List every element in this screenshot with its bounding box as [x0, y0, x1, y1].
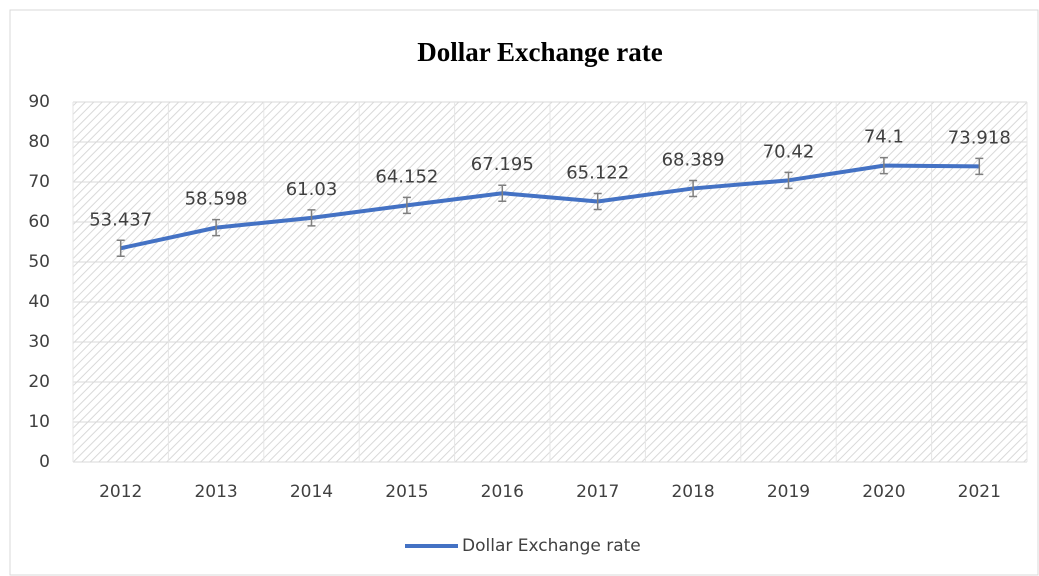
- x-tick-label: 2020: [862, 482, 905, 502]
- data-label: 64.152: [375, 166, 438, 187]
- error-bar: [116, 239, 125, 258]
- legend-label: Dollar Exchange rate: [462, 536, 641, 556]
- data-label: 68.389: [662, 149, 725, 170]
- y-tick-label: 60: [28, 212, 50, 232]
- y-tick-label: 80: [28, 132, 50, 152]
- y-tick-label: 10: [28, 412, 50, 432]
- y-tick-label: 30: [28, 332, 50, 352]
- x-tick-label: 2014: [290, 482, 333, 502]
- error-bar: [593, 192, 602, 211]
- y-tick-label: 90: [28, 92, 50, 112]
- error-bar: [212, 218, 221, 237]
- x-tick-label: 2019: [767, 482, 810, 502]
- data-label: 74.1: [864, 127, 904, 148]
- data-label: 61.03: [286, 179, 338, 200]
- error-bar: [689, 179, 698, 198]
- error-bar: [879, 156, 888, 175]
- data-label: 53.437: [89, 209, 152, 230]
- x-tick-label: 2021: [958, 482, 1001, 502]
- data-label: 65.122: [566, 163, 629, 184]
- data-label: 67.195: [471, 154, 534, 175]
- error-bar: [307, 209, 316, 227]
- y-tick-label: 0: [39, 452, 50, 472]
- y-tick-label: 50: [28, 252, 50, 272]
- x-tick-label: 2013: [194, 482, 237, 502]
- x-tick-label: 2017: [576, 482, 619, 502]
- y-tick-label: 70: [28, 172, 50, 192]
- data-line: [120, 163, 980, 251]
- data-label: 58.598: [185, 189, 248, 210]
- x-tick-label: 2015: [385, 482, 428, 502]
- error-bar: [784, 171, 793, 190]
- error-bar: [498, 184, 507, 202]
- data-label: 73.918: [948, 127, 1011, 148]
- x-tick-label: 2018: [671, 482, 714, 502]
- y-tick-label: 40: [28, 292, 50, 312]
- x-tick-label: 2012: [99, 482, 142, 502]
- x-tick-label: 2016: [481, 482, 524, 502]
- chart-title: Dollar Exchange rate: [417, 37, 662, 67]
- error-bar: [975, 157, 984, 176]
- error-bar: [402, 196, 411, 215]
- data-label: 70.42: [763, 141, 815, 162]
- y-tick-label: 20: [28, 372, 50, 392]
